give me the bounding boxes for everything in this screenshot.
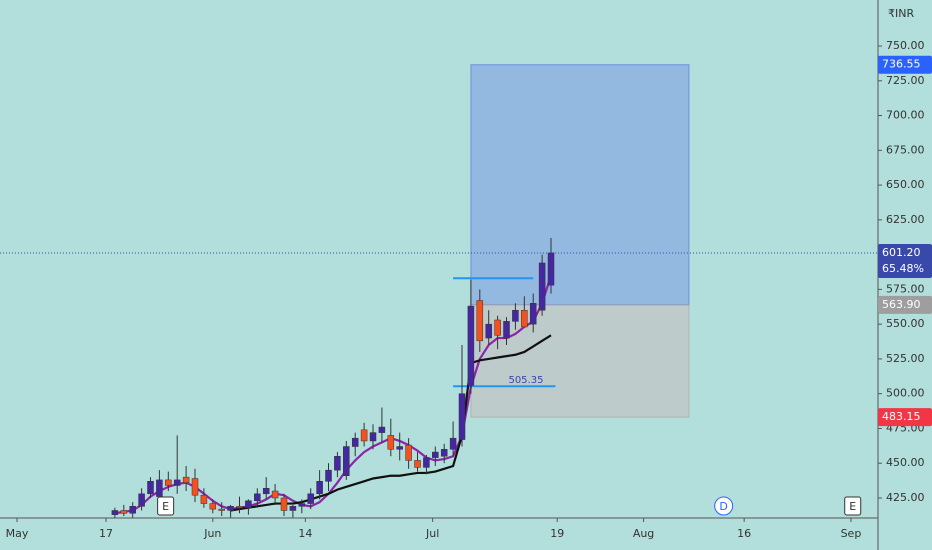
candle-body [538,262,546,311]
candle-body [111,510,119,515]
candle-body [271,490,279,499]
candle-body [262,487,270,495]
candle-body [147,481,154,495]
candle-body [334,456,341,471]
plot-area: 505.35 [0,64,878,518]
x-tick-label: 19 [550,527,564,540]
event-marker [714,496,734,516]
event-label: E [162,500,169,513]
candle-body [280,497,288,511]
candle-body [129,506,136,514]
y-tick-label: 700.00 [886,109,925,122]
x-tick-label: Jun [203,527,221,540]
candle-body [138,493,145,507]
price-sublabel: 65.48% [882,262,924,275]
candle-body [423,457,430,468]
y-tick-label: 450.00 [886,456,925,469]
candle-body [254,493,261,502]
x-tick-label: Sep [841,527,862,540]
price-label: 601.20 [882,246,921,259]
event-marker [844,496,862,516]
candle-body [512,309,519,322]
candle-body [307,493,314,504]
x-tick-label: Jul [425,527,439,540]
x-tick-label: May [6,527,29,540]
candle-body [236,506,243,508]
candle-body [165,479,172,486]
candle-body [432,451,439,458]
candle-body [316,481,323,495]
candle-body [467,305,475,386]
price-label-box [878,295,932,314]
candle-body [521,309,528,328]
target-zone [470,64,690,306]
candle-body [156,479,163,497]
candle-body [494,319,501,336]
candle-body [182,476,190,483]
candle-body [325,469,332,482]
candle-body [360,429,368,442]
candle-body [120,510,128,514]
price-label-box [878,243,932,278]
x-tick-label: 16 [737,527,751,540]
candle-body [547,252,555,286]
y-tick-label: 625.00 [886,213,925,226]
candle-body [476,300,484,342]
event-marker [157,496,175,516]
y-tick-label: 525.00 [886,352,925,365]
candle-body [343,446,350,476]
event-label: E [849,500,856,513]
y-tick-label: 650.00 [886,178,925,191]
candle-body [405,444,412,461]
price-label: 563.90 [882,298,921,311]
level-label: 505.35 [508,375,543,386]
price-label-box [878,55,932,74]
candle-body [529,303,537,325]
y-tick-label: 725.00 [886,74,925,87]
currency: ₹INR [888,7,914,20]
y-tick-label: 425.00 [886,491,925,504]
moving-average [114,275,553,515]
candle-body [173,479,181,486]
candle-body [449,437,457,450]
y-tick-label: 750.00 [886,39,925,52]
y-tick-label: 675.00 [886,143,925,156]
candle-body [227,506,234,511]
y-tick-label: 575.00 [886,282,925,295]
y-tick-label: 550.00 [886,317,925,330]
x-tick-label: 14 [298,527,312,540]
candle-body [209,503,217,510]
x-tick-label: 17 [99,527,113,540]
candle-body [298,503,306,507]
price-label-box [878,408,932,427]
candle-body [378,426,386,433]
candle-body [218,508,225,511]
candle-body [369,432,377,442]
candle-body [200,494,208,504]
y-tick-label: 500.00 [886,387,925,400]
candle-body [503,321,510,339]
candle-body [191,478,199,496]
candle-body [387,435,395,450]
candle-body [351,437,359,447]
candle-body [245,500,252,508]
candle-body [485,323,492,339]
event-label: D [719,500,727,513]
price-label: 736.55 [882,58,921,71]
candle-body [414,460,421,468]
candle-body [458,393,466,440]
candle-body [440,449,448,457]
x-tick-label: Aug [633,527,654,540]
candle-body [289,506,297,511]
candle-body [396,446,403,450]
price-label: 483.15 [882,410,921,423]
